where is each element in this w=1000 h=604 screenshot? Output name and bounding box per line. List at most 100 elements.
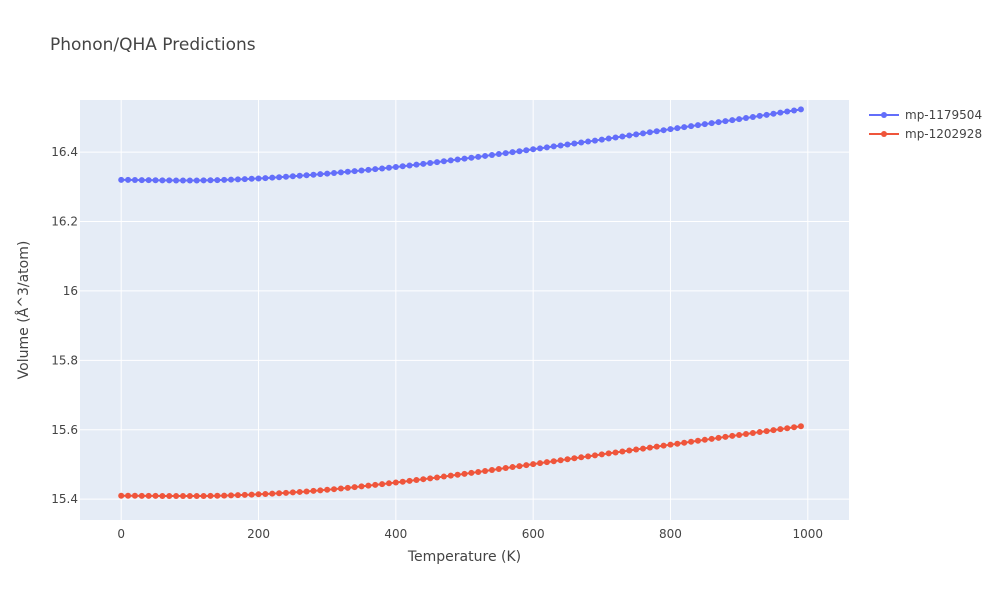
data-point (282, 489, 289, 496)
data-point (406, 477, 413, 484)
data-point (413, 477, 420, 484)
data-point (585, 138, 592, 145)
data-point (241, 491, 248, 498)
data-point (557, 142, 564, 149)
data-point (598, 451, 605, 458)
y-tick-label: 15.8 (51, 353, 78, 367)
data-point (729, 432, 736, 439)
data-point (214, 492, 221, 499)
data-point (207, 492, 214, 499)
data-point (756, 429, 763, 436)
series-mp-1202928 (118, 423, 804, 500)
data-point (653, 128, 660, 135)
data-point (166, 177, 173, 184)
legend-item[interactable]: mp-1202928 (869, 127, 982, 141)
data-point (193, 493, 200, 500)
data-point (399, 163, 406, 170)
data-point (406, 162, 413, 169)
data-point (310, 171, 317, 178)
data-point (578, 454, 585, 461)
data-point (743, 115, 750, 122)
data-point (502, 150, 509, 157)
data-point (791, 107, 798, 114)
data-point (516, 463, 523, 470)
data-point (125, 176, 132, 183)
data-point (523, 462, 530, 469)
data-point (296, 172, 303, 179)
data-point (729, 117, 736, 124)
x-tick-label: 400 (384, 527, 407, 541)
data-point (475, 153, 482, 160)
legend: mp-1179504 mp-1202928 (869, 108, 982, 141)
data-point (358, 483, 365, 490)
data-point (152, 177, 159, 184)
data-point (797, 423, 804, 430)
data-point (770, 110, 777, 117)
data-point (708, 435, 715, 442)
data-point (550, 143, 557, 150)
data-point (228, 492, 235, 499)
chart-title: Phonon/QHA Predictions (50, 35, 256, 55)
data-point (797, 106, 804, 113)
data-point (358, 167, 365, 174)
legend-item[interactable]: mp-1179504 (869, 108, 982, 122)
y-tick-label: 15.6 (51, 423, 78, 437)
data-point (640, 130, 647, 137)
data-point (454, 471, 461, 478)
data-point (681, 439, 688, 446)
data-point (543, 144, 550, 151)
data-point (694, 437, 701, 444)
data-point (262, 175, 269, 182)
data-point (770, 427, 777, 434)
data-point (159, 177, 166, 184)
data-point (207, 177, 214, 184)
y-axis-title: Volume (Å^3/atom) (15, 241, 32, 380)
data-point (248, 175, 255, 182)
data-point (392, 479, 399, 486)
data-point (688, 438, 695, 445)
data-point (269, 490, 276, 497)
series-line (121, 425, 802, 498)
data-point (365, 166, 372, 173)
data-point (392, 163, 399, 170)
data-point (221, 492, 228, 499)
y-tick-label: 15.4 (51, 492, 78, 506)
data-point (241, 176, 248, 183)
data-point (420, 160, 427, 167)
data-point (276, 490, 283, 497)
y-tick-label: 16.2 (51, 214, 78, 228)
y-tick-label: 16.4 (51, 145, 78, 159)
data-point (255, 491, 262, 498)
data-point (736, 116, 743, 123)
data-point (434, 159, 441, 166)
data-point (447, 472, 454, 479)
data-point (619, 448, 626, 455)
data-point (619, 133, 626, 140)
data-point (509, 464, 516, 471)
data-point (791, 424, 798, 431)
data-point (701, 121, 708, 128)
data-point (344, 168, 351, 175)
data-point (488, 152, 495, 158)
series-layer (118, 106, 804, 500)
data-point (399, 478, 406, 485)
data-point (427, 475, 434, 482)
x-tick-label: 800 (659, 527, 682, 541)
data-point (434, 474, 441, 481)
data-point (282, 173, 289, 180)
x-tick-label: 200 (247, 527, 270, 541)
data-point (482, 152, 489, 159)
data-point (626, 447, 633, 454)
data-point (763, 428, 770, 435)
data-point (502, 465, 509, 472)
data-point (468, 154, 475, 161)
data-point (276, 174, 283, 181)
data-point (289, 489, 296, 496)
data-point (749, 430, 756, 437)
data-point (743, 430, 750, 437)
data-point (296, 488, 303, 495)
data-point (385, 480, 392, 487)
data-point (303, 488, 310, 495)
data-point (440, 473, 447, 480)
data-point (722, 433, 729, 440)
